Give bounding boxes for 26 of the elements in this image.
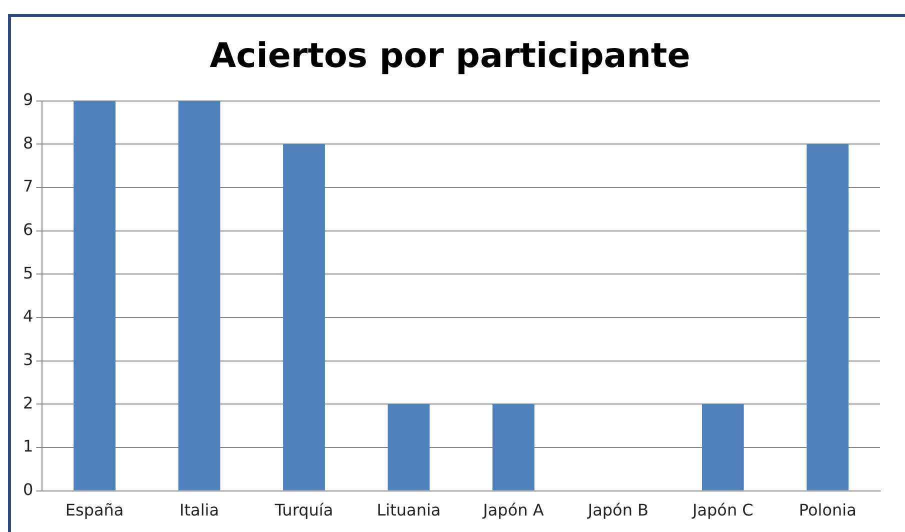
chart-title: Aciertos por participante — [210, 36, 690, 76]
x-tick-label: Japón C — [691, 500, 754, 520]
y-tick-label: 4 — [22, 306, 34, 326]
bar — [492, 404, 534, 490]
bar — [806, 144, 849, 490]
x-tick-label: Japón B — [586, 500, 649, 520]
x-tick-label: Polonia — [798, 500, 856, 520]
x-tick-label: Japón A — [482, 500, 544, 520]
bar — [178, 100, 220, 490]
x-tick-label: Italia — [180, 500, 220, 520]
bar — [74, 100, 116, 490]
y-tick-label: 7 — [22, 176, 34, 196]
y-tick-label: 3 — [22, 350, 34, 369]
y-tick-label: 6 — [22, 220, 34, 239]
x-tick-label: España — [65, 500, 124, 520]
y-tick-label: 8 — [22, 133, 34, 152]
bar — [283, 144, 325, 490]
x-tick-label: Turquía — [274, 500, 334, 520]
y-tick-label: 0 — [22, 480, 34, 499]
y-tick-label: 1 — [22, 436, 34, 456]
y-tick-label: 9 — [22, 90, 34, 109]
x-tick-label: Lituania — [376, 500, 441, 520]
y-tick-label: 5 — [22, 263, 34, 282]
bar — [388, 404, 430, 490]
y-tick-label: 2 — [22, 393, 34, 412]
bar — [702, 404, 744, 490]
